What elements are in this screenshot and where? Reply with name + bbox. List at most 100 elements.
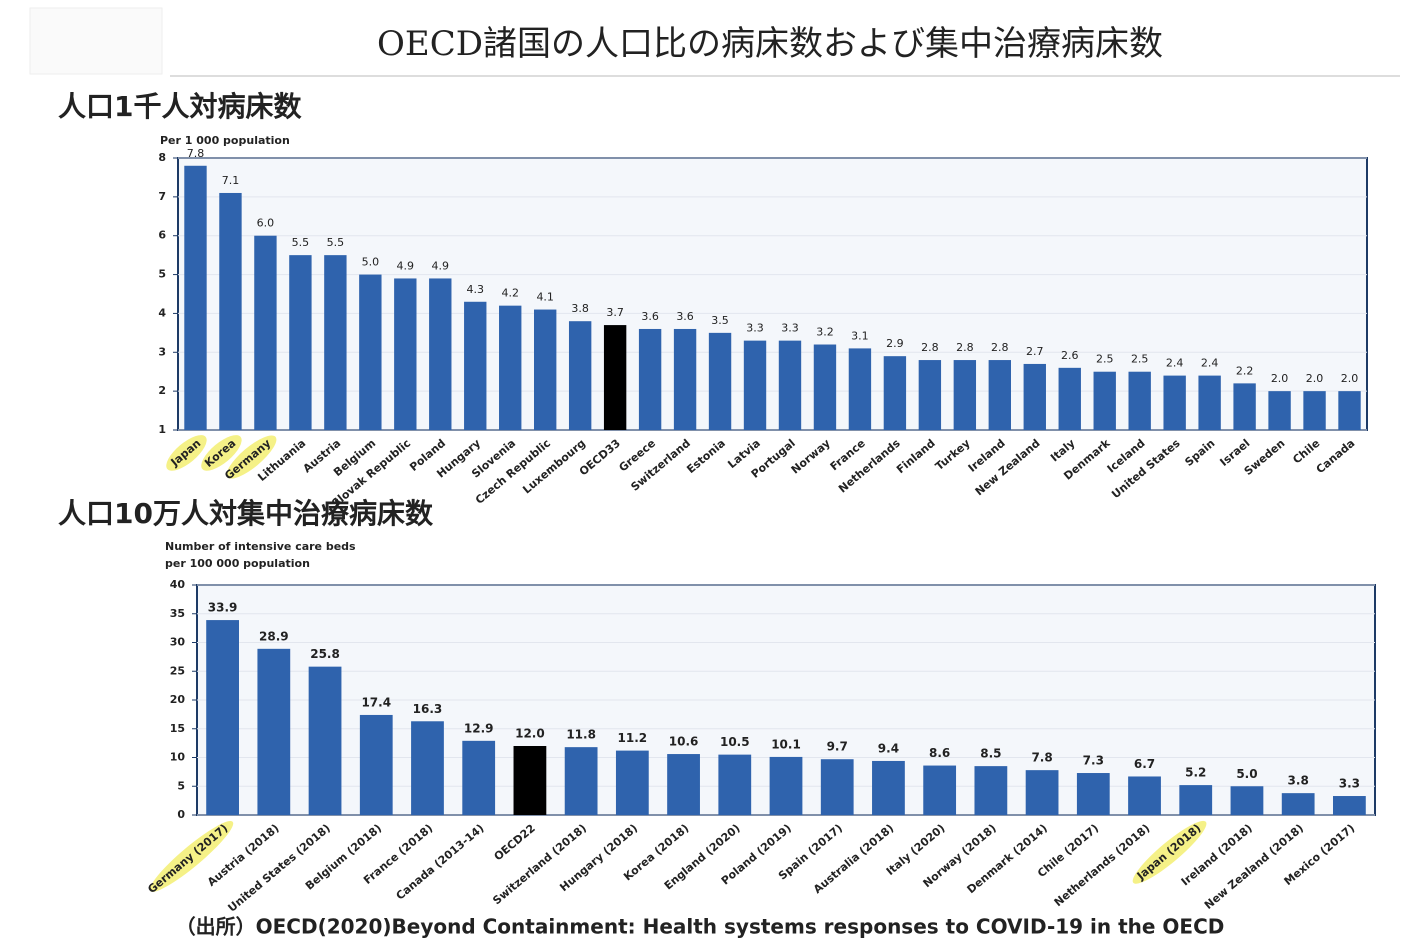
bar	[778, 340, 802, 430]
bar	[219, 192, 242, 430]
x-tick-group: Switzerland (2018)	[490, 822, 589, 908]
bar	[673, 328, 697, 430]
label-highlight	[226, 435, 277, 479]
x-tick-group: Turkey	[933, 437, 973, 473]
value-label: 3.8	[1288, 774, 1309, 788]
bar	[1281, 793, 1315, 815]
x-tick-label: Italy	[1048, 437, 1078, 465]
x-tick-group: Italy	[1048, 437, 1078, 465]
value-label: 4.1	[536, 291, 554, 304]
y-tick-label: 3	[158, 345, 166, 358]
x-tick-group: OECD22	[492, 822, 538, 864]
bar	[1093, 371, 1116, 430]
value-label: 11.2	[618, 731, 648, 745]
bar	[257, 648, 291, 815]
value-label: 3.5	[711, 314, 729, 327]
bar	[568, 321, 592, 430]
value-label: 33.9	[208, 601, 238, 615]
bar	[708, 332, 732, 430]
value-label: 2.4	[1201, 357, 1219, 370]
bar	[974, 766, 1008, 815]
value-label: 3.7	[606, 306, 624, 319]
bar	[254, 235, 277, 430]
value-label: 10.1	[771, 737, 801, 751]
bar	[206, 620, 239, 815]
bar	[638, 328, 662, 430]
value-label: 5.5	[327, 236, 345, 249]
x-tick-group: Canada (2013-14)	[394, 822, 487, 903]
y-tick-label: 8	[158, 151, 166, 164]
value-label: 3.3	[781, 322, 799, 335]
bar	[1303, 391, 1326, 430]
bar	[429, 278, 452, 430]
y-tick-label: 4	[158, 306, 166, 319]
value-label: 4.9	[397, 259, 415, 272]
value-label: 12.9	[464, 721, 494, 735]
value-label: 3.3	[1339, 777, 1360, 791]
x-tick-label: Norway	[789, 437, 833, 477]
bar	[359, 714, 393, 815]
bar	[464, 301, 487, 430]
y-tick-label: 20	[170, 693, 186, 706]
value-label: 2.0	[1271, 372, 1289, 385]
y-tick-label: 25	[170, 664, 185, 677]
value-label: 9.4	[878, 741, 899, 755]
y-tick-label: 15	[170, 722, 185, 735]
value-label: 2.4	[1166, 357, 1184, 370]
value-label: 4.9	[432, 259, 450, 272]
bar	[1023, 363, 1046, 430]
x-tick-label: Canada	[1314, 437, 1358, 477]
value-label: 2.8	[921, 341, 939, 354]
x-tick-group: United States (2018)	[225, 822, 332, 915]
value-label: 6.7	[1134, 757, 1155, 771]
value-label: 2.8	[991, 341, 1009, 354]
x-tick-label: Netherlands (2018)	[1052, 822, 1153, 909]
value-label: 25.8	[310, 647, 340, 661]
value-label: 6.0	[257, 217, 275, 230]
value-label: 17.4	[361, 695, 391, 709]
bar	[394, 278, 417, 430]
y-tick-label: 1	[158, 423, 166, 436]
value-label: 2.0	[1306, 372, 1324, 385]
x-tick-label: Canada (2013-14)	[394, 822, 487, 903]
y-tick-label: 7	[158, 190, 166, 203]
value-label: 2.2	[1236, 364, 1254, 377]
value-label: 2.6	[1061, 349, 1079, 362]
value-label: 10.6	[669, 735, 699, 749]
x-tick-group: Canada	[1314, 437, 1358, 477]
x-tick-group: New Zealand	[973, 437, 1043, 499]
y-tick-label: 40	[170, 578, 186, 591]
bar	[513, 746, 547, 815]
x-tick-label: Switzerland (2018)	[490, 822, 589, 908]
bar	[718, 754, 752, 815]
value-label: 2.0	[1341, 372, 1359, 385]
y-tick-label: 0	[177, 808, 185, 821]
bar	[1333, 796, 1366, 815]
x-tick-group: Finland	[894, 437, 938, 477]
value-label: 5.0	[1236, 767, 1257, 781]
bar	[1128, 776, 1161, 815]
x-tick-label: OECD22	[492, 822, 538, 864]
value-label: 8.5	[980, 747, 1001, 761]
value-label: 28.9	[259, 629, 289, 643]
value-label: 3.6	[676, 310, 694, 323]
chart-heading: 人口1千人対病床数	[58, 90, 302, 123]
value-label: 2.8	[956, 341, 974, 354]
value-label: 10.5	[720, 735, 750, 749]
x-tick-group: Germany (2017)	[145, 821, 234, 896]
y-tick-label: 5	[158, 268, 166, 281]
y-axis-label: per 100 000 population	[165, 557, 310, 570]
label-highlight	[1132, 820, 1207, 884]
bar	[1233, 383, 1256, 430]
bar	[603, 325, 627, 430]
bar	[848, 348, 872, 430]
label-highlight	[166, 435, 207, 471]
bar	[813, 344, 837, 430]
bar	[534, 309, 557, 430]
bar	[1058, 367, 1081, 430]
x-tick-group: New Zealand (2018)	[1202, 822, 1306, 912]
value-label: 4.2	[501, 287, 519, 300]
x-tick-label: United States (2018)	[225, 822, 332, 915]
x-tick-group: Netherlands (2018)	[1052, 822, 1153, 909]
